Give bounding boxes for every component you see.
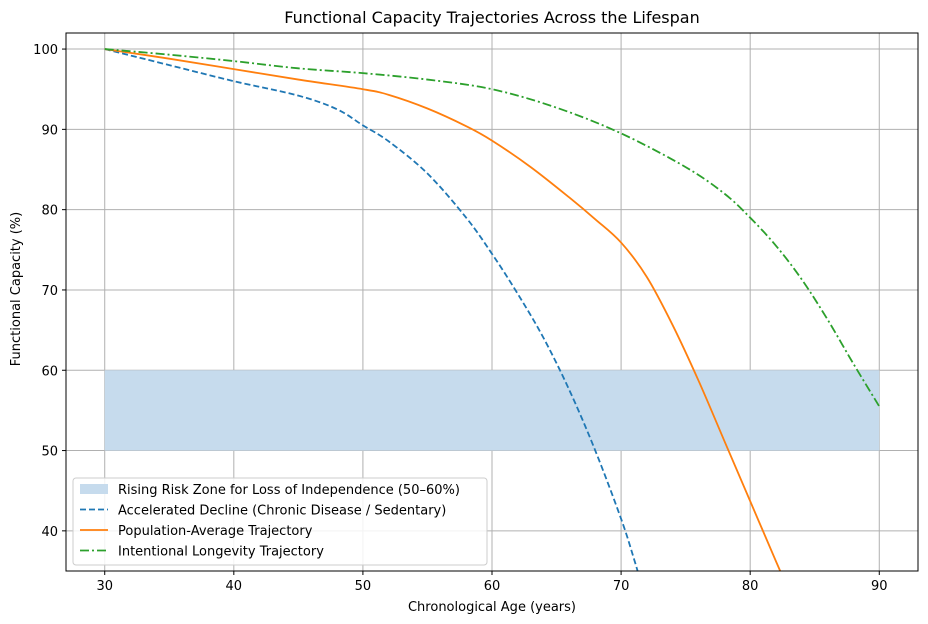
legend-label: Accelerated Decline (Chronic Disease / S… — [118, 504, 446, 519]
chart-title: Functional Capacity Trajectories Across … — [284, 8, 700, 27]
x-tick-label: 50 — [355, 579, 372, 594]
series-line-2 — [104, 48, 782, 571]
y-tick-label: 100 — [33, 43, 58, 58]
y-axis-ticks: 40 50 60 70 80 90 100 — [33, 43, 66, 540]
series-line-1 — [104, 48, 639, 571]
series-line-3 — [104, 48, 881, 407]
x-tick-label: 60 — [484, 579, 501, 594]
legend-label: Rising Risk Zone for Loss of Independenc… — [118, 483, 460, 498]
x-axis-label: Chronological Age (years) — [408, 600, 576, 615]
y-tick-label: 70 — [41, 284, 58, 299]
x-tick-label: 40 — [226, 579, 243, 594]
risk-band-layer — [104, 370, 880, 451]
risk-zone-band — [104, 370, 880, 451]
legend-label: Population-Average Trajectory — [118, 524, 313, 539]
x-tick-label: 30 — [96, 579, 113, 594]
y-tick-label: 60 — [41, 364, 58, 379]
y-tick-label: 90 — [41, 123, 58, 138]
y-tick-label: 80 — [41, 204, 58, 219]
plot-area — [104, 48, 881, 571]
x-tick-label: 90 — [871, 579, 888, 594]
legend-label: Intentional Longevity Trajectory — [118, 545, 324, 560]
x-tick-label: 70 — [613, 579, 630, 594]
y-tick-label: 50 — [41, 445, 58, 460]
y-axis-label: Functional Capacity (%) — [9, 212, 24, 366]
y-tick-label: 40 — [41, 525, 58, 540]
legend-box — [72, 477, 488, 566]
x-axis-ticks: 30 40 50 60 70 80 90 — [96, 571, 888, 594]
legend-swatch-band — [80, 484, 108, 494]
x-tick-label: 80 — [742, 579, 759, 594]
legend: Rising Risk Zone for Loss of Independenc… — [72, 477, 488, 566]
